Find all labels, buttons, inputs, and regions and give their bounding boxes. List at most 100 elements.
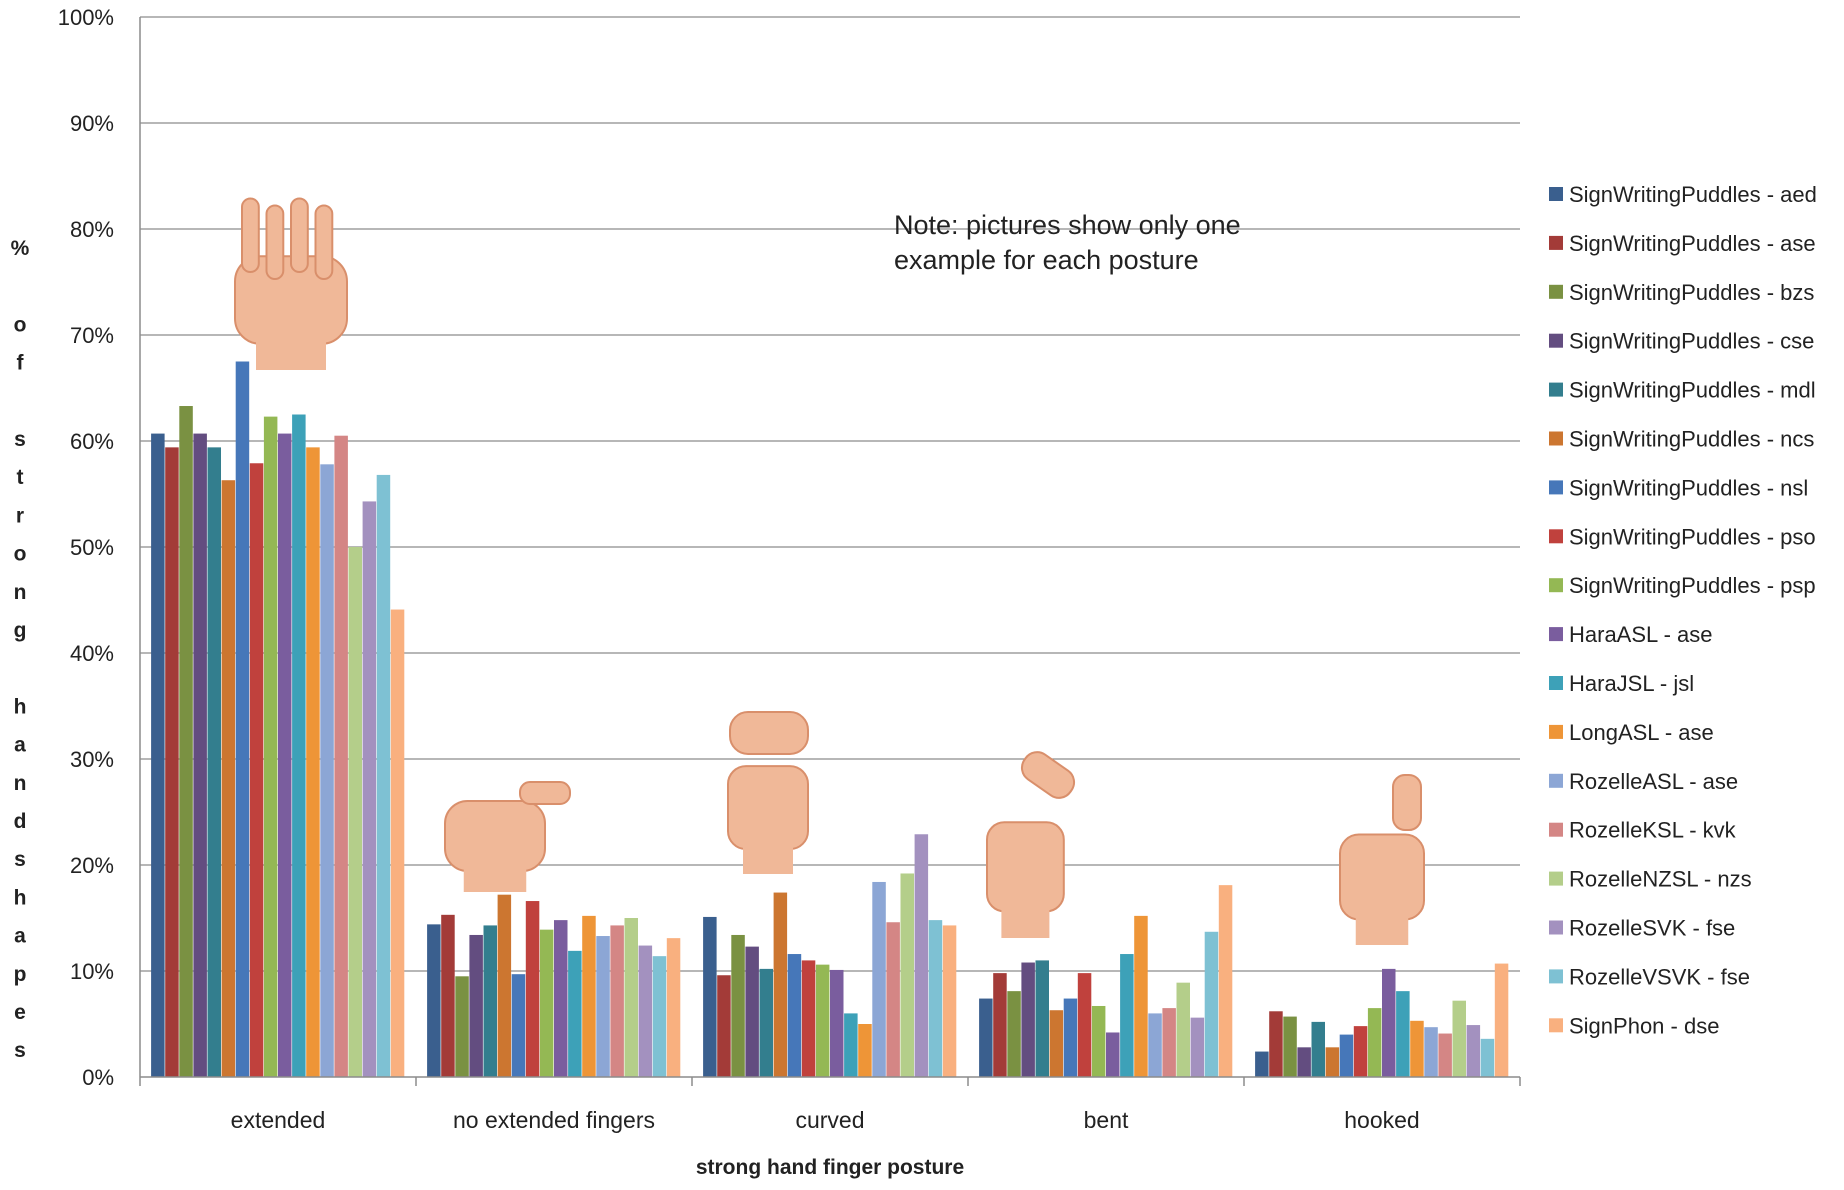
legend-label: RozelleNZSL - nzs: [1569, 867, 1752, 892]
y-axis-title-char: e: [14, 1001, 26, 1024]
legend-swatch: [1549, 1018, 1563, 1033]
legend-label: RozelleSVK - fse: [1569, 916, 1735, 941]
y-tick-label: 0%: [82, 1065, 114, 1090]
bar: [469, 934, 483, 1077]
bar: [1176, 982, 1190, 1077]
legend-label: SignWritingPuddles - pso: [1569, 524, 1816, 549]
legend-label: SignWritingPuddles - mdl: [1569, 378, 1816, 403]
bar: [1218, 885, 1233, 1077]
hand-palm: [986, 821, 1065, 913]
legend-swatch: [1549, 578, 1563, 593]
bar: [235, 361, 250, 1077]
bar: [801, 960, 816, 1077]
y-axis-title-char: t: [17, 466, 24, 489]
bar: [348, 547, 362, 1077]
bar: [1148, 1013, 1162, 1077]
bar: [1162, 1008, 1176, 1077]
x-category-label: bent: [1084, 1107, 1129, 1133]
legend-label: SignWritingPuddles - ase: [1569, 231, 1816, 256]
bar: [610, 925, 624, 1077]
bar: [928, 920, 943, 1077]
bar: [497, 894, 512, 1077]
hand-wrist: [1001, 902, 1050, 938]
bar: [1438, 1033, 1452, 1077]
bar: [292, 414, 306, 1077]
y-axis-title-char: n: [14, 772, 27, 795]
legend-swatch: [1549, 724, 1563, 739]
y-axis-title-char: f: [17, 352, 25, 375]
legend-label: LongASL - ase: [1569, 720, 1714, 745]
bar: [1134, 915, 1148, 1077]
y-axis-title-char: p: [14, 963, 27, 986]
bar: [1410, 1020, 1424, 1077]
y-tick-label: 100%: [58, 5, 114, 30]
x-category-label: no extended fingers: [453, 1107, 655, 1133]
bar: [624, 918, 638, 1077]
bar: [872, 881, 886, 1077]
y-tick-label: 20%: [70, 853, 114, 878]
legend: SignWritingPuddles - aed SignWritingPuddl…: [1549, 182, 1817, 1038]
bar: [1452, 1000, 1466, 1077]
bar: [773, 892, 788, 1077]
curved-fingers-icon: [729, 711, 809, 755]
bar: [1269, 1011, 1283, 1077]
legend-label: SignWritingPuddles - bzs: [1569, 280, 1814, 305]
bar: [900, 873, 914, 1077]
bar: [334, 435, 348, 1077]
bar: [1106, 1032, 1120, 1077]
legend-swatch: [1549, 480, 1563, 495]
hand-illustrations: [234, 197, 1425, 945]
bar: [717, 975, 731, 1077]
y-axis-title-char: h: [14, 886, 27, 909]
y-tick-label: 10%: [70, 959, 114, 984]
bar: [1367, 1008, 1382, 1077]
legend-label: SignWritingPuddles - psp: [1569, 573, 1816, 598]
bar: [815, 964, 830, 1077]
bar: [1120, 954, 1134, 1077]
hand-wrist: [1355, 911, 1409, 945]
legend-swatch: [1549, 333, 1563, 348]
extended-hand-icon: [234, 197, 348, 370]
legend-label: SignPhon - dse: [1569, 1013, 1719, 1038]
legend-swatch: [1549, 235, 1563, 250]
annotation-note: Note: pictures show only one: [894, 210, 1241, 240]
bar: [1035, 960, 1049, 1077]
y-axis-title-char: s: [14, 428, 26, 451]
y-axis-title-char: r: [16, 504, 24, 527]
bar: [1396, 991, 1410, 1077]
bar: [511, 974, 526, 1077]
bar: [914, 834, 929, 1077]
thumb-icon: [519, 781, 571, 805]
hand-wrist: [743, 840, 793, 874]
legend-swatch: [1549, 187, 1563, 201]
axes: 0% 10% 20% 30% 40% 50% 60% 70% 80% 90% 100% extende…: [58, 5, 1521, 1133]
bar: [638, 945, 653, 1077]
bar: [320, 464, 334, 1077]
y-axis-title-char: a: [14, 734, 26, 757]
hand-finger: [241, 197, 260, 273]
bar: [263, 416, 278, 1077]
bar: [1480, 1038, 1495, 1077]
bar: [1091, 1005, 1106, 1077]
bar: [568, 950, 582, 1077]
y-axis-title-char: o: [14, 313, 27, 336]
y-tick-label: 50%: [70, 535, 114, 560]
bar: [1255, 1051, 1269, 1077]
y-tick-label: 90%: [70, 111, 114, 136]
y-tick-label: 30%: [70, 747, 114, 772]
bar: [306, 447, 320, 1077]
hand-palm: [444, 800, 546, 872]
bar: [278, 433, 292, 1078]
bar: [1283, 1016, 1297, 1077]
bar: [525, 901, 540, 1077]
legend-label: RozelleKSL - kvk: [1569, 818, 1737, 843]
bent-finger-icon: [1020, 751, 1076, 799]
bar: [596, 936, 610, 1077]
y-axis-title-char: a: [14, 925, 26, 948]
legend-swatch: [1549, 627, 1563, 642]
bar: [731, 934, 745, 1077]
bar: [942, 925, 957, 1077]
legend-swatch: [1549, 529, 1563, 544]
legend-swatch: [1549, 431, 1563, 446]
